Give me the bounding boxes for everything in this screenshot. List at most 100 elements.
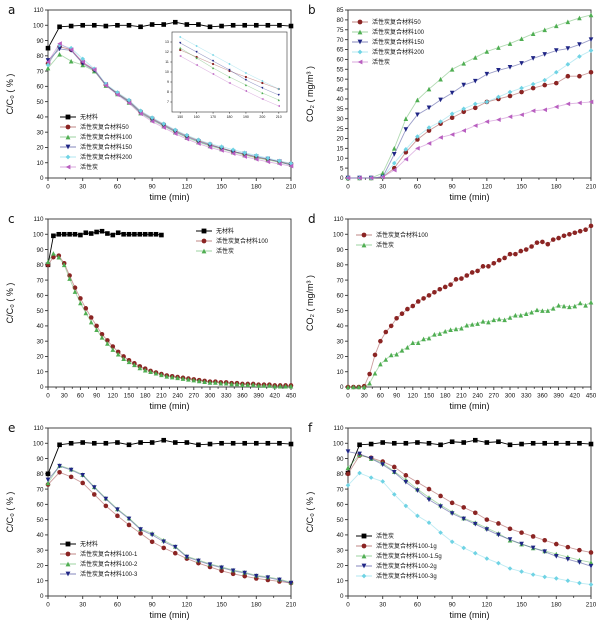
- legend-label: 活性炭: [216, 247, 234, 255]
- panel-a: a 0 30 60 90 120 150 180 210 0 10 20 30 40 50 60 70 80 90…: [0, 0, 300, 209]
- svg-text:150: 150: [124, 392, 135, 399]
- svg-text:180: 180: [440, 392, 451, 399]
- svg-text:390: 390: [553, 392, 564, 399]
- svg-text:25: 25: [336, 126, 344, 133]
- series-black: [345, 437, 594, 476]
- series-green: [45, 251, 294, 389]
- svg-text:30: 30: [61, 392, 69, 399]
- chart-a-canvas: 0 30 60 90 120 150 180 210 0 10 20 30 40 50 60 70 80 90 10…: [5, 7, 297, 202]
- svg-text:0: 0: [40, 175, 44, 182]
- chart-e-canvas: 0 30 60 90 120 150 180 210 0 10 20 30 40 50 60 70 80 90 10…: [5, 425, 297, 620]
- svg-text:210: 210: [286, 601, 297, 608]
- legend-label: 无材料: [216, 227, 234, 235]
- series-red: [345, 69, 594, 181]
- legend-label: 活性炭复合材料150: [80, 143, 133, 151]
- y-axis-label: C/C₀ ( % ): [5, 283, 15, 324]
- svg-text:9: 9: [167, 80, 169, 84]
- panel-letter-c: c: [8, 212, 15, 226]
- svg-text:70: 70: [336, 486, 344, 493]
- svg-text:10: 10: [336, 369, 344, 376]
- svg-text:300: 300: [205, 392, 216, 399]
- axes: 0 30 60 90 120 150 180 210 240 270 300 330 360 390 420…: [333, 216, 597, 399]
- legend-label: 活性炭复合材料100-3g: [376, 572, 437, 580]
- legend-label: 活性炭复合材料100: [372, 28, 425, 36]
- legend-label: 活性炭复合材料50: [80, 123, 129, 131]
- svg-text:10: 10: [165, 70, 169, 74]
- svg-text:100: 100: [333, 440, 344, 447]
- series-black: [45, 437, 294, 477]
- svg-text:80: 80: [36, 262, 44, 269]
- svg-text:5: 5: [340, 165, 344, 172]
- svg-text:0: 0: [346, 601, 350, 608]
- y-axis-label: CO₂ ( mg/m³ ): [305, 66, 315, 122]
- svg-text:30: 30: [36, 129, 44, 136]
- svg-text:420: 420: [270, 392, 281, 399]
- svg-text:20: 20: [336, 136, 344, 143]
- svg-text:20: 20: [336, 563, 344, 570]
- svg-text:15: 15: [336, 146, 344, 153]
- series-green: [345, 299, 594, 390]
- svg-text:30: 30: [379, 601, 387, 608]
- axes: 0 30 60 90 120 150 180 210 0 10 20 30 40 50 60 70 80 90 10…: [33, 425, 297, 608]
- svg-text:100: 100: [33, 22, 44, 29]
- svg-text:40: 40: [36, 532, 44, 539]
- legend-label: 活性炭复合材料150: [372, 38, 425, 46]
- legend-label: 活性炭复合材料100-1g: [376, 542, 437, 550]
- svg-text:10: 10: [36, 578, 44, 585]
- svg-text:30: 30: [379, 183, 387, 190]
- chart-b-canvas: 0 30 60 90 120 150 180 210 0 5 10 15 20 25 30 35 40 45 50 5…: [305, 7, 597, 202]
- series-black: [45, 228, 164, 268]
- svg-text:0: 0: [40, 593, 44, 600]
- svg-text:150: 150: [516, 601, 527, 608]
- series-magenta: [345, 99, 594, 181]
- svg-text:420: 420: [570, 392, 581, 399]
- svg-text:50: 50: [36, 308, 44, 315]
- chart-c-canvas: 0 30 60 90 120 150 180 210 240 270 300 330 360 390 420…: [5, 216, 297, 411]
- svg-text:210: 210: [586, 601, 597, 608]
- svg-text:90: 90: [449, 601, 457, 608]
- svg-text:40: 40: [36, 114, 44, 121]
- svg-text:50: 50: [336, 517, 344, 524]
- svg-text:80: 80: [36, 471, 44, 478]
- legend-label: 活性炭: [80, 163, 98, 171]
- svg-text:240: 240: [472, 392, 483, 399]
- svg-text:180: 180: [140, 392, 151, 399]
- svg-text:270: 270: [489, 392, 500, 399]
- svg-text:50: 50: [36, 517, 44, 524]
- series-green: [345, 12, 594, 181]
- svg-text:110: 110: [333, 216, 344, 223]
- svg-text:90: 90: [149, 601, 157, 608]
- svg-text:180: 180: [227, 115, 233, 119]
- series-red: [45, 253, 294, 388]
- svg-text:20: 20: [36, 354, 44, 361]
- panel-d: d 0 30 60 90 120 150 180 210 240 270 300 330 360 390 4…: [300, 209, 600, 418]
- x-axis-label: time (min): [150, 192, 190, 202]
- axes: 0 30 60 90 120 150 180 210 0 10 20 30 40 50 60 70 80 90 10…: [333, 425, 597, 608]
- svg-text:60: 60: [36, 84, 44, 91]
- svg-text:150: 150: [424, 392, 435, 399]
- series-magenta: [45, 41, 294, 169]
- svg-text:210: 210: [456, 392, 467, 399]
- svg-text:120: 120: [482, 601, 493, 608]
- svg-text:60: 60: [36, 293, 44, 300]
- legend-label: 活性炭复合材料50: [372, 18, 421, 26]
- svg-text:150: 150: [177, 115, 183, 119]
- svg-text:100: 100: [33, 231, 44, 238]
- svg-text:150: 150: [216, 601, 227, 608]
- svg-text:80: 80: [336, 17, 344, 24]
- svg-text:30: 30: [79, 183, 87, 190]
- panel-letter-e: e: [8, 421, 16, 435]
- legend-label: 活性炭复合材料100-2: [80, 560, 138, 568]
- svg-text:60: 60: [336, 57, 344, 64]
- x-axis-label: time (min): [450, 610, 490, 620]
- svg-text:180: 180: [551, 601, 562, 608]
- svg-text:110: 110: [33, 425, 44, 432]
- series-navy: [345, 449, 594, 569]
- svg-text:40: 40: [336, 532, 344, 539]
- svg-text:12: 12: [165, 50, 169, 54]
- svg-text:30: 30: [79, 601, 87, 608]
- svg-text:0: 0: [46, 392, 50, 399]
- svg-text:150: 150: [216, 183, 227, 190]
